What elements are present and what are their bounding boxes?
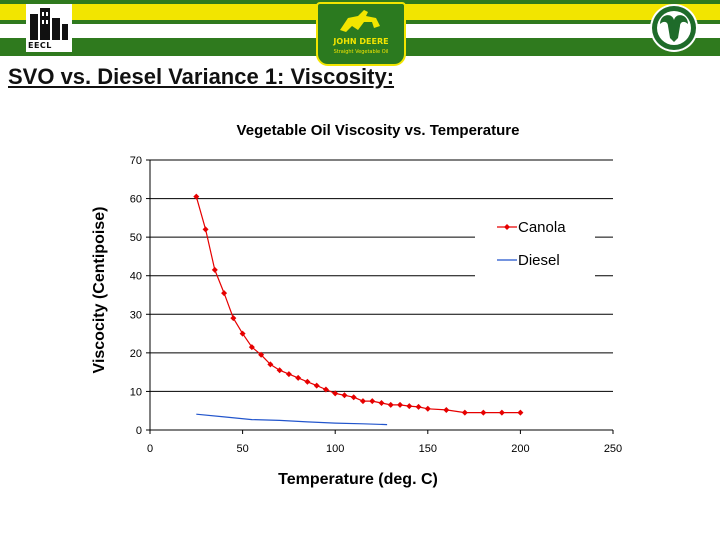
x-tick-label: 250 [604, 443, 622, 455]
y-tick-label: 10 [130, 386, 142, 398]
canola-point [193, 193, 200, 200]
canola-point [221, 290, 228, 297]
chart-title: Vegetable Oil Viscosity vs. Temperature [237, 122, 520, 139]
canola-point [517, 409, 524, 416]
slide-title: SVO vs. Diesel Variance 1: Viscosity: [8, 64, 395, 89]
canola-point [276, 367, 283, 374]
canola-point [239, 330, 246, 337]
y-tick-label: 30 [130, 309, 142, 321]
deer-icon [340, 10, 380, 32]
canola-point [378, 400, 385, 406]
y-tick-label: 50 [130, 232, 142, 244]
canola-line [195, 196, 521, 414]
canola-point [202, 226, 209, 233]
canola-point [480, 409, 487, 416]
y-tick-label: 60 [130, 194, 142, 206]
canola-point [248, 344, 255, 351]
john-deere-logo-subtext: Straight Vegetable Oil [333, 49, 389, 55]
y-tick-label: 20 [130, 348, 142, 360]
y-axis-label: Viscocity (Centipoise) [91, 207, 108, 374]
john-deere-logo: JOHN DEERE Straight Vegetable Oil [316, 2, 406, 66]
x-tick-label: 0 [147, 443, 153, 455]
x-tick-label: 100 [326, 443, 344, 455]
y-tick-label: 0 [136, 425, 142, 437]
canola-point [341, 392, 348, 399]
canola-point [230, 315, 237, 322]
canola-point [322, 386, 329, 393]
canola-point [267, 361, 274, 368]
eecl-building-icon [30, 8, 68, 40]
diesel-line [196, 413, 388, 426]
legend-box [475, 210, 595, 280]
eecl-logo-text: EECL [28, 41, 52, 50]
canola-point [369, 398, 376, 405]
canola-point [332, 390, 339, 397]
john-deere-logo-text: JOHN DEERE [333, 37, 389, 46]
legend-marker [504, 224, 510, 230]
ram-head-icon [652, 6, 696, 50]
x-axis-label: Temperature (deg. C) [278, 471, 438, 488]
canola-point [211, 266, 218, 273]
canola-point [443, 406, 450, 413]
legend-label: Diesel [518, 252, 560, 269]
x-tick-label: 50 [236, 443, 248, 455]
data-series [193, 193, 524, 426]
canola-point [304, 378, 311, 385]
legend: Canola Diesel [475, 210, 595, 280]
ram-logo [650, 4, 698, 52]
canola-point [461, 409, 468, 416]
canola-point [424, 405, 431, 412]
x-tick-label: 150 [419, 443, 437, 455]
canola-point [313, 382, 320, 389]
canola-point [415, 403, 422, 410]
canola-point [397, 401, 404, 408]
y-tick-label: 70 [130, 155, 142, 167]
canola-point [258, 351, 265, 358]
canola-point [285, 371, 292, 378]
canola-point [498, 409, 505, 416]
axes: 0 10 20 30 40 50 60 70 0 50 100 150 200 250 [130, 155, 622, 455]
eecl-logo: EECL [26, 4, 72, 52]
canola-point [350, 394, 357, 401]
canola-point [359, 398, 366, 405]
canola-point [295, 374, 302, 381]
header-banner: EECL JOHN DEERE Straight Vegetable Oil [0, 0, 720, 66]
y-tick-label: 40 [130, 271, 142, 283]
canola-point [387, 401, 394, 408]
legend-label: Canola [518, 219, 566, 236]
canola-point [406, 403, 413, 410]
x-tick-label: 200 [511, 443, 529, 455]
